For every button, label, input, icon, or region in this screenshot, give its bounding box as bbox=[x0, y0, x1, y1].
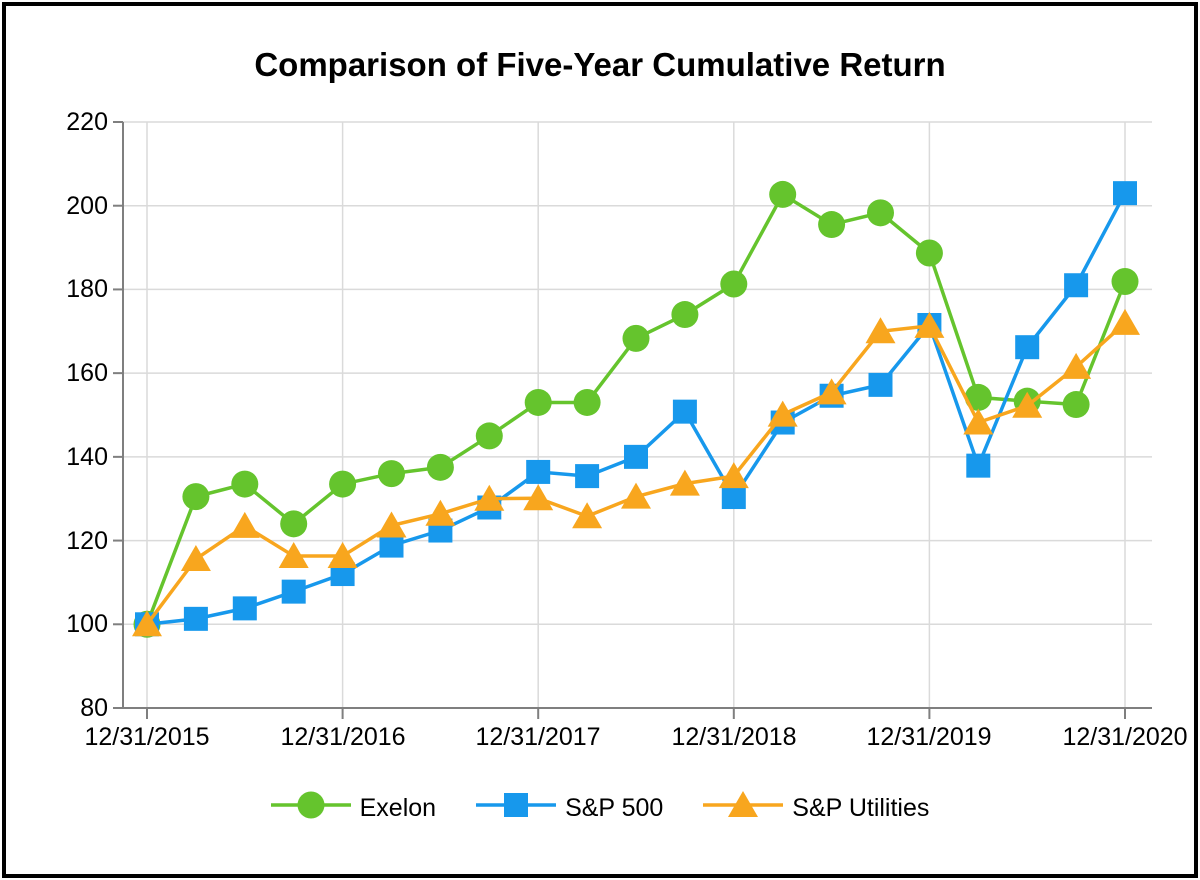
legend-label: S&P 500 bbox=[565, 793, 664, 822]
data-point-marker bbox=[132, 610, 162, 637]
data-point-marker bbox=[669, 469, 700, 496]
data-point-marker bbox=[621, 482, 651, 509]
data-point-marker bbox=[573, 388, 601, 416]
data-point-marker bbox=[728, 791, 759, 817]
data-point-marker bbox=[914, 311, 945, 338]
data-point-marker bbox=[183, 606, 208, 631]
data-point-marker bbox=[622, 324, 650, 352]
x-axis-tick-label: 12/31/2016 bbox=[280, 723, 406, 751]
data-point-marker bbox=[426, 453, 454, 481]
data-point-marker bbox=[672, 399, 697, 424]
data-point-marker bbox=[671, 301, 699, 329]
data-point-marker bbox=[523, 484, 554, 511]
data-point-marker bbox=[1062, 391, 1090, 419]
data-point-marker bbox=[721, 485, 746, 510]
sputilities-triangle-marker-icon bbox=[703, 787, 784, 828]
data-point-marker bbox=[966, 453, 991, 478]
legend-marker-canvas bbox=[476, 793, 557, 817]
legend-item-exelon: Exelon bbox=[270, 787, 437, 828]
data-point-marker bbox=[816, 378, 847, 405]
y-axis-tick-label: 180 bbox=[66, 275, 108, 303]
data-point-marker bbox=[474, 484, 505, 511]
data-point-marker bbox=[504, 793, 529, 817]
y-axis-tick-label: 80 bbox=[80, 694, 108, 722]
data-point-marker bbox=[720, 270, 748, 298]
data-point-marker bbox=[376, 511, 407, 538]
data-point-marker bbox=[767, 400, 798, 427]
legend-item-sp500: S&P 500 bbox=[476, 787, 663, 828]
legend-label: Exelon bbox=[359, 793, 437, 822]
y-axis-tick-label: 200 bbox=[66, 192, 108, 220]
x-axis-tick-label: 12/31/2019 bbox=[866, 723, 992, 751]
data-point-marker bbox=[1061, 352, 1092, 379]
data-point-marker bbox=[964, 383, 992, 411]
sp500-square-marker-icon bbox=[476, 787, 557, 828]
data-point-marker bbox=[475, 422, 503, 450]
data-point-marker bbox=[379, 533, 404, 558]
data-point-marker bbox=[1111, 267, 1139, 295]
data-point-marker bbox=[278, 542, 309, 569]
data-point-marker bbox=[280, 510, 308, 538]
data-point-marker bbox=[867, 199, 894, 227]
y-axis-tick-label: 220 bbox=[66, 108, 108, 136]
data-point-marker bbox=[281, 579, 306, 604]
data-point-marker bbox=[915, 239, 943, 267]
data-point-marker bbox=[1012, 391, 1043, 418]
data-point-marker bbox=[1113, 181, 1137, 206]
legend-marker-canvas bbox=[270, 791, 351, 819]
data-point-marker bbox=[297, 791, 325, 819]
data-point-marker bbox=[180, 544, 211, 571]
data-point-marker bbox=[182, 483, 210, 511]
x-axis-tick-label: 12/31/2017 bbox=[475, 723, 601, 751]
data-point-marker bbox=[1110, 308, 1140, 335]
data-point-marker bbox=[231, 470, 259, 498]
exelon-circle-marker-icon bbox=[270, 787, 351, 828]
data-point-marker bbox=[718, 462, 749, 489]
legend-marker-canvas bbox=[703, 791, 784, 817]
data-point-marker bbox=[963, 408, 994, 435]
legend-item-sputilities: S&P Utilities bbox=[703, 787, 929, 828]
data-point-marker bbox=[769, 180, 797, 208]
data-point-marker bbox=[378, 460, 405, 488]
y-axis-tick-label: 160 bbox=[66, 359, 108, 387]
data-point-marker bbox=[1015, 335, 1040, 360]
data-point-marker bbox=[524, 388, 552, 416]
y-axis-tick-label: 140 bbox=[66, 443, 108, 471]
data-point-marker bbox=[572, 502, 603, 529]
chart-title: Comparison of Five-Year Cumulative Retur… bbox=[254, 46, 946, 83]
data-point-marker bbox=[329, 470, 357, 498]
data-point-marker bbox=[229, 511, 260, 538]
data-point-marker bbox=[624, 444, 648, 469]
data-point-marker bbox=[818, 211, 846, 239]
legend-label: S&P Utilities bbox=[792, 793, 930, 822]
x-axis-tick-label: 12/31/2020 bbox=[1062, 723, 1188, 751]
y-axis-tick-label: 100 bbox=[66, 610, 108, 638]
data-point-marker bbox=[575, 464, 600, 489]
x-axis-tick-label: 12/31/2018 bbox=[671, 723, 797, 751]
y-axis-tick-label: 120 bbox=[66, 527, 108, 555]
data-point-marker bbox=[1064, 273, 1089, 298]
legend: Exelon S&P 500 S&P Utilities bbox=[0, 787, 1200, 828]
data-point-marker bbox=[425, 499, 456, 526]
data-point-marker bbox=[327, 542, 358, 569]
data-point-marker bbox=[526, 459, 551, 484]
data-point-marker bbox=[232, 596, 257, 621]
data-point-marker bbox=[868, 372, 893, 397]
data-point-marker bbox=[865, 317, 896, 344]
x-axis-tick-label: 12/31/2015 bbox=[84, 723, 210, 751]
